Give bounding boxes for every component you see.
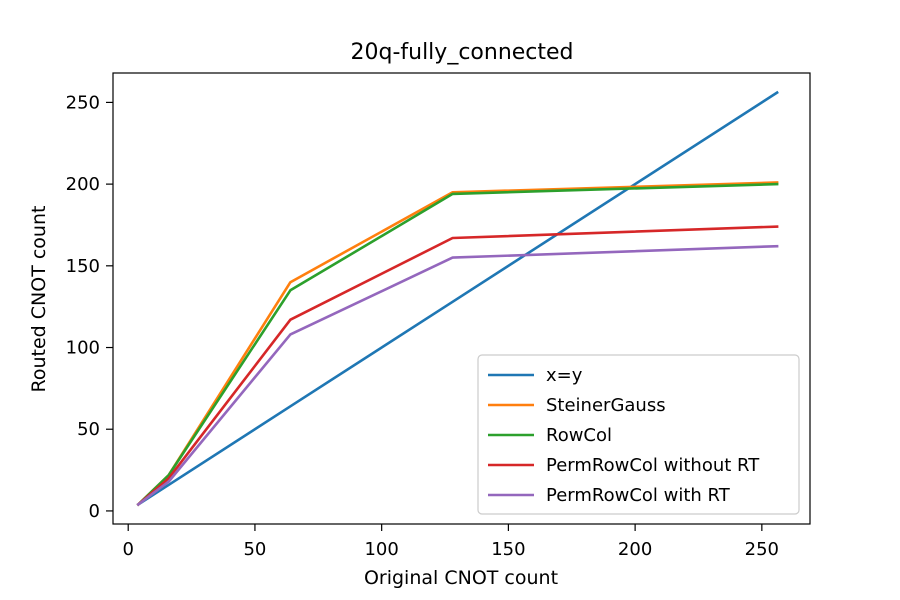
x-axis-ticks: 0 50 100 150 200 250	[122, 524, 779, 560]
series-line	[136, 225, 779, 507]
legend-entry: PermRowCol without RT	[546, 455, 760, 476]
y-tick-label: 150	[66, 256, 100, 277]
x-tick-label: 150	[491, 539, 525, 560]
legend-entry: PermRowCol with RT	[546, 485, 731, 506]
y-tick-label: 250	[66, 92, 100, 113]
y-tick-label: 200	[66, 174, 100, 195]
legend: x=y SteinerGauss RowCol PermRowCol without …	[477, 354, 800, 515]
x-tick-label: 50	[243, 539, 266, 560]
y-tick-label: 100	[66, 338, 100, 359]
plot-series-group	[136, 90, 779, 507]
y-tick-label: 50	[77, 419, 100, 440]
x-tick-label: 0	[122, 539, 133, 560]
series-line	[136, 182, 779, 507]
series-line	[136, 90, 779, 507]
x-tick-label: 200	[618, 539, 652, 560]
legend-box	[477, 354, 800, 515]
y-axis-label: Routed CNOT count	[28, 206, 50, 393]
x-axis-label: Original CNOT count	[364, 567, 558, 589]
x-tick-label: 250	[745, 539, 779, 560]
plot-frame	[112, 72, 811, 525]
chart-title: 20q-fully_connected	[350, 40, 573, 65]
y-axis-ticks: 0 50 100 150 200 250	[66, 92, 113, 522]
legend-entry: SteinerGauss	[546, 395, 666, 416]
legend-entry: RowCol	[546, 425, 612, 446]
series-line	[136, 244, 779, 507]
x-tick-label: 100	[364, 539, 398, 560]
legend-entry: x=y	[546, 365, 583, 386]
y-tick-label: 0	[89, 501, 100, 522]
